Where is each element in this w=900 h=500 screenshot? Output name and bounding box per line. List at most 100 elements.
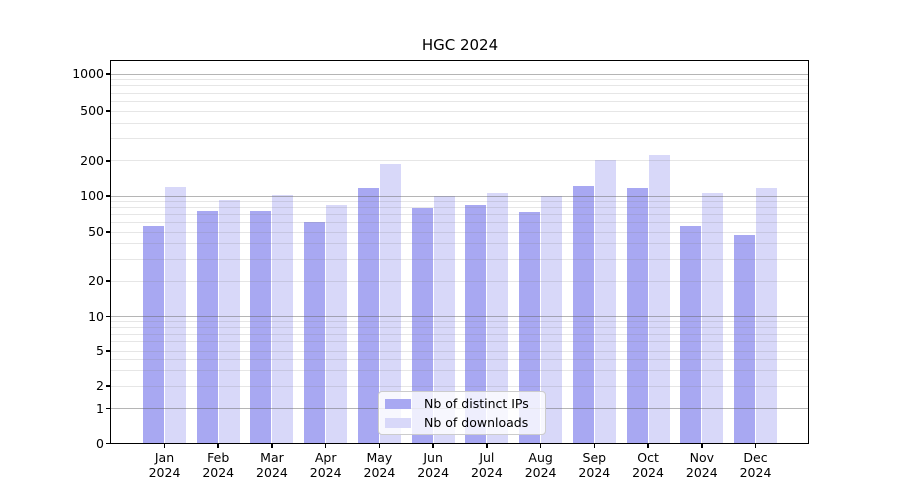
minor-gridline: [111, 160, 809, 162]
x-tick-label: Nov 2024: [685, 449, 718, 481]
y-tick-mark: [106, 280, 110, 282]
bar-downloads-dec: [756, 188, 778, 443]
x-tick-mark: [701, 444, 703, 448]
bar-distinct-ips-nov: [680, 225, 702, 443]
y-tick-label: 20: [88, 273, 104, 288]
bar-distinct-ips-aug: [519, 211, 541, 443]
minor-gridline: [111, 92, 809, 94]
x-tick-label: Jul 2024: [470, 449, 503, 481]
minor-gridline: [111, 258, 809, 260]
bar-distinct-ips-may: [357, 187, 379, 443]
bar-distinct-ips-feb: [196, 211, 218, 443]
x-tick-label: Jan 2024: [148, 449, 181, 481]
x-tick-label: Mar 2024: [256, 449, 288, 481]
y-tick-label: 500: [80, 103, 104, 118]
x-tick-mark: [432, 444, 434, 448]
x-tick-mark: [271, 444, 273, 448]
major-gridline: [111, 195, 809, 197]
y-tick-label: 10: [88, 308, 104, 324]
x-tick-label: Aug 2024: [524, 449, 557, 481]
minor-gridline: [111, 370, 809, 371]
bar-downloads-aug: [541, 196, 563, 443]
x-tick-mark: [647, 444, 649, 448]
x-tick-mark: [163, 444, 166, 448]
y-tick-mark: [106, 195, 110, 197]
minor-gridline: [111, 200, 809, 202]
y-tick-label: 1: [96, 400, 104, 416]
y-tick-label: 5: [96, 343, 104, 358]
y-tick-mark: [106, 442, 110, 445]
y-tick-label: 1000: [72, 66, 104, 81]
minor-gridline: [111, 85, 809, 87]
bar-distinct-ips-dec: [734, 234, 756, 443]
major-gridline: [111, 316, 809, 317]
y-tick-mark: [106, 160, 110, 162]
minor-gridline: [111, 359, 809, 361]
bars-layer: [111, 60, 809, 443]
minor-gridline: [111, 100, 809, 102]
legend-swatch-distinct-ips: [385, 398, 411, 409]
grid-layer: [111, 60, 809, 443]
bar-distinct-ips-jul: [465, 205, 487, 443]
y-tick-label: 200: [80, 152, 104, 168]
y-tick-mark: [106, 110, 110, 112]
x-tick-mark: [754, 444, 757, 448]
minor-gridline: [111, 243, 809, 245]
minor-gridline: [111, 138, 809, 140]
bar-distinct-ips-mar: [250, 211, 272, 443]
bar-distinct-ips-sep: [572, 186, 594, 443]
y-tick-label: 100: [80, 188, 104, 203]
bar-downloads-mar: [272, 195, 294, 443]
bar-distinct-ips-oct: [626, 187, 648, 443]
x-tick-label: May 2024: [363, 449, 396, 481]
bar-downloads-apr: [326, 205, 348, 443]
bar-downloads-oct: [648, 155, 670, 443]
x-tick-label: Apr 2024: [309, 449, 342, 481]
minor-gridline: [111, 214, 809, 216]
legend: Nb of distinct IPs Nb of downloads: [378, 391, 546, 435]
plot-area: Nb of distinct IPs Nb of downloads: [111, 60, 809, 443]
y-tick-label: 2: [96, 378, 104, 393]
x-tick-label: Feb 2024: [202, 449, 235, 481]
y-tick-mark: [106, 350, 110, 352]
x-tick-label: Sep 2024: [578, 449, 611, 481]
y-tick-label: 0: [96, 435, 104, 451]
minor-gridline: [111, 231, 809, 233]
x-tick-label: Dec 2024: [739, 449, 772, 481]
minor-gridline: [111, 110, 809, 112]
minor-gridline: [111, 385, 809, 387]
minor-gridline: [111, 321, 809, 323]
x-tick-mark: [324, 444, 327, 448]
legend-label-downloads: Nb of downloads: [424, 415, 529, 430]
legend-item-downloads: Nb of downloads: [385, 415, 537, 430]
major-gridline: [111, 73, 809, 75]
x-tick-mark: [539, 444, 542, 448]
bar-distinct-ips-apr: [304, 222, 326, 443]
bar-downloads-nov: [702, 192, 724, 443]
minor-gridline: [111, 79, 809, 81]
x-tick-mark: [593, 444, 596, 448]
bar-downloads-sep: [594, 159, 616, 443]
chart-title: HGC 2024: [421, 36, 499, 54]
bar-distinct-ips-jan: [143, 225, 164, 443]
bar-downloads-jan: [165, 186, 186, 443]
legend-label-distinct-ips: Nb of distinct IPs: [424, 396, 529, 411]
minor-gridline: [111, 350, 809, 352]
bar-distinct-ips-jun: [411, 208, 433, 443]
legend-swatch-downloads: [385, 417, 411, 428]
y-tick-mark: [106, 73, 110, 75]
y-tick-mark: [106, 385, 110, 387]
minor-gridline: [111, 122, 809, 124]
bar-downloads-may: [379, 164, 401, 443]
x-tick-mark: [486, 444, 488, 448]
minor-gridline: [111, 333, 809, 335]
y-tick-mark: [106, 231, 110, 233]
y-tick-mark: [106, 407, 110, 410]
bar-downloads-jun: [433, 196, 455, 443]
bar-downloads-feb: [218, 200, 240, 443]
minor-gridline: [111, 280, 809, 282]
y-tick-label: 50: [88, 224, 104, 239]
y-tick-mark: [106, 315, 110, 318]
minor-gridline: [111, 222, 809, 224]
